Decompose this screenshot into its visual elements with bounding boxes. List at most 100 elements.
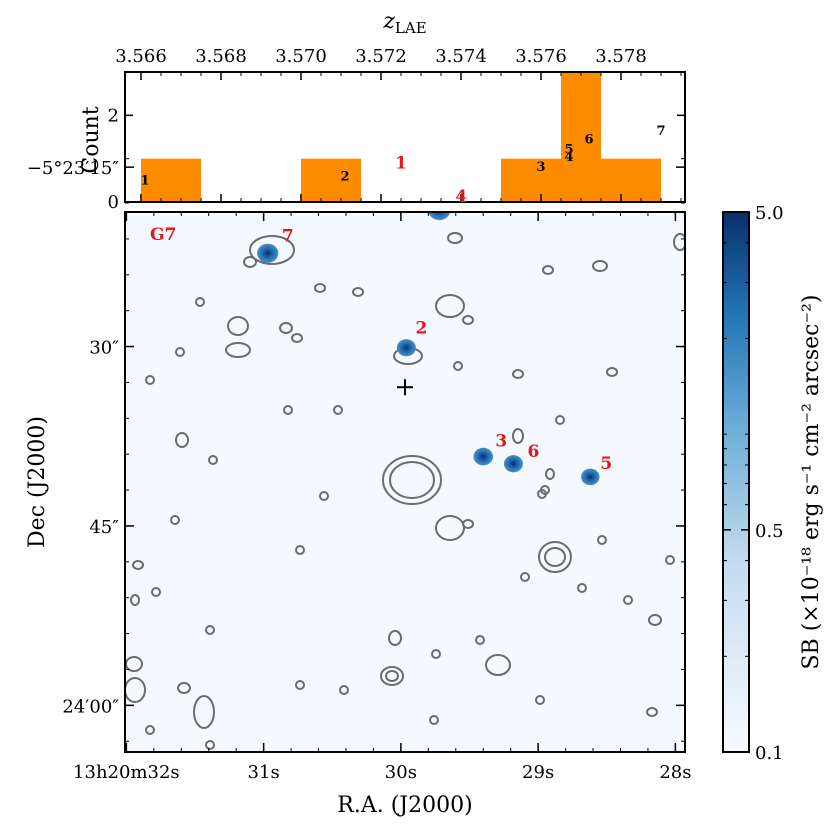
lae-blob-6 <box>503 455 523 473</box>
contour-ring <box>177 682 191 694</box>
contour-ring <box>545 468 555 480</box>
map-x-title: R.A. (J2000) <box>337 793 472 818</box>
contour-ring <box>145 725 155 735</box>
contour-ring <box>195 297 205 307</box>
histogram-source-label-7: 7 <box>656 124 665 139</box>
contour-ring <box>597 535 607 545</box>
contour-ring <box>314 283 326 293</box>
contour-ring <box>388 630 402 646</box>
map-frame <box>124 211 686 753</box>
histogram-x-ticks: 3.566 3.568 3.570 3.572 3.574 3.576 3.578 <box>115 46 682 202</box>
histogram-x-title-sub: LAE <box>395 19 427 37</box>
map-ra-tick-label: 13h20m32s <box>73 762 180 783</box>
histogram-x-tick-label: 3.572 <box>355 46 407 67</box>
contour-ring <box>544 547 566 567</box>
contour-ring <box>243 256 257 268</box>
histogram-frame <box>124 71 686 203</box>
map-dec-ticks: −5°23′15″ 30″ 45″ 24′00″ <box>27 158 685 742</box>
contour-ring <box>295 545 305 555</box>
contour-ring <box>170 515 180 525</box>
map-source-label-5: 5 <box>600 454 612 474</box>
field-label: G7 <box>150 225 176 245</box>
contour-ring <box>577 583 587 593</box>
lae-blob-2 <box>396 339 416 357</box>
lae-emission-blobs <box>257 212 600 486</box>
map-source-labels: 7 1 4 2 3 6 5 <box>282 154 612 474</box>
contour-ring <box>227 316 249 336</box>
histogram-x-tick-label: 3.576 <box>515 46 567 67</box>
contour-ring <box>145 375 155 385</box>
contour-ring <box>175 432 189 448</box>
histogram-x-title: zLAE <box>382 9 426 37</box>
map-source-label-3: 3 <box>495 432 507 452</box>
contour-ring <box>435 515 465 541</box>
histogram-x-tick-label: 3.574 <box>435 46 487 67</box>
map-ra-ticks: 13h20m32s 31s 30s 29s 28s <box>73 212 691 783</box>
histogram-source-label-1: 1 <box>140 174 149 189</box>
map-background <box>125 212 685 752</box>
histogram-x-tick-label: 3.568 <box>195 46 247 67</box>
map-dec-tick-label: 45″ <box>89 517 119 538</box>
lae-blob-5 <box>581 468 600 486</box>
histogram-x-tick-label: 3.566 <box>115 46 167 67</box>
colorbar-gradient <box>722 211 750 753</box>
contour-ring <box>512 369 524 379</box>
contour-ring <box>130 594 140 606</box>
histogram-source-label-3: 3 <box>536 160 545 175</box>
contour-ring <box>555 415 565 425</box>
map-dec-tick-label: 30″ <box>89 338 119 359</box>
contour-ring <box>339 685 349 695</box>
contour-ring <box>389 461 435 499</box>
contour-ring <box>352 287 364 297</box>
colorbar-ticks: 5.0 0.5 0.1 <box>723 203 784 764</box>
colorbar-tick-label: 0.5 <box>755 521 784 542</box>
map-source-label-1: 1 <box>395 154 407 174</box>
histogram-x-tick-label: 3.578 <box>595 46 647 67</box>
contour-ring <box>225 342 251 358</box>
histogram-x-tick-label: 3.570 <box>275 46 327 67</box>
map-source-label-2: 2 <box>415 319 427 339</box>
map-ra-tick-label: 29s <box>522 762 554 783</box>
contour-ring <box>665 555 675 565</box>
histogram-bar-3 <box>501 158 561 202</box>
contour-ring <box>249 235 295 265</box>
contour-ring <box>291 333 303 343</box>
map-y-title: Dec (J2000) <box>25 416 50 548</box>
histogram-source-label-2: 2 <box>340 169 349 184</box>
contour-ring <box>283 405 293 415</box>
contour-ring <box>512 428 524 444</box>
map-ra-tick-label: 28s <box>659 762 691 783</box>
map-source-label-6: 6 <box>528 442 540 462</box>
contour-ring <box>208 455 218 465</box>
histogram-bars <box>141 72 661 202</box>
contour-ring <box>646 707 658 717</box>
colorbar-tick-label: 0.1 <box>755 743 784 764</box>
contour-ring <box>538 541 572 573</box>
histogram-y-ticks: 02 <box>108 71 685 213</box>
colorbar-tick-label: 5.0 <box>755 203 784 224</box>
contour-ring <box>520 572 530 582</box>
center-cross-marker <box>397 379 413 396</box>
histogram-bar-1 <box>141 158 201 202</box>
histogram-bar-2 <box>301 158 361 202</box>
map-ra-tick-label: 30s <box>385 762 417 783</box>
colorbar-title: SB (×10⁻¹⁸ erg s⁻¹ cm⁻² arcsec⁻²) <box>799 294 824 669</box>
contour-ring <box>606 367 618 377</box>
contour-ring <box>205 625 215 635</box>
histogram-source-label-5: 5 <box>564 142 573 157</box>
contour-ring <box>447 232 463 244</box>
histogram-y-tick-label: 2 <box>108 105 119 126</box>
histogram-source-label-4: 4 <box>564 150 573 165</box>
contour-ring <box>537 489 547 499</box>
contour-ring <box>125 677 146 703</box>
contour-ring <box>673 233 685 251</box>
histogram-bar-4 <box>561 72 601 202</box>
contour-ring <box>193 695 215 729</box>
contour-ring <box>205 740 215 750</box>
histogram-source-label-6: 6 <box>584 133 593 148</box>
contour-ring <box>385 670 399 682</box>
contour-ring <box>333 405 343 415</box>
histogram-x-title-main: z <box>382 9 395 34</box>
map-panel: 7 1 4 2 3 6 5 G7 13h20m32s 31s 30s 29s 28s −5°23′1… <box>25 154 691 818</box>
